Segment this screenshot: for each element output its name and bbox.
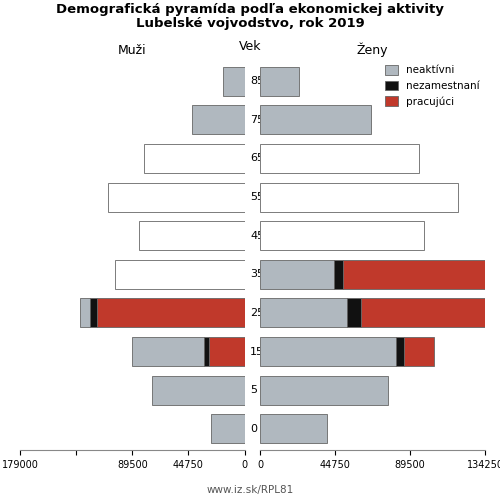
Bar: [260, 260, 334, 289]
Text: 25: 25: [250, 308, 264, 318]
Bar: [260, 298, 348, 328]
Bar: [96, 298, 244, 328]
Text: 15: 15: [250, 346, 264, 356]
Bar: [211, 414, 244, 443]
Text: 55: 55: [250, 192, 264, 202]
Bar: [348, 298, 361, 328]
Title: Muži: Muži: [118, 44, 146, 58]
Bar: [116, 260, 244, 289]
Text: Vek: Vek: [239, 40, 261, 52]
Text: 65: 65: [250, 154, 264, 164]
Text: 5: 5: [250, 385, 257, 395]
Bar: [260, 144, 420, 173]
Text: 85: 85: [250, 76, 264, 86]
Bar: [144, 144, 244, 173]
Text: 35: 35: [250, 270, 264, 280]
Legend: neaktívni, nezamestnaní, pracujúci: neaktívni, nezamestnaní, pracujúci: [386, 65, 480, 106]
Bar: [260, 376, 388, 404]
Text: www.iz.sk/RPL81: www.iz.sk/RPL81: [206, 485, 294, 495]
Text: 0: 0: [250, 424, 257, 434]
Text: Lubelské vojvodstvo, rok 2019: Lubelské vojvodstvo, rok 2019: [136, 18, 364, 30]
Bar: [343, 260, 490, 289]
Bar: [334, 260, 343, 289]
Bar: [260, 106, 371, 134]
Title: Ženy: Ženy: [357, 43, 388, 58]
Bar: [108, 182, 244, 212]
Bar: [260, 67, 299, 96]
Bar: [260, 182, 458, 212]
Bar: [260, 221, 424, 250]
Bar: [396, 337, 404, 366]
Bar: [260, 414, 328, 443]
Bar: [139, 221, 244, 250]
Text: Demografická pyramída podľa ekonomickej aktivity: Demografická pyramída podľa ekonomickej …: [56, 2, 444, 16]
Bar: [80, 298, 90, 328]
Bar: [361, 298, 494, 328]
Bar: [204, 337, 210, 366]
Bar: [90, 298, 96, 328]
Text: 75: 75: [250, 115, 264, 125]
Text: 45: 45: [250, 230, 264, 240]
Bar: [210, 337, 244, 366]
Bar: [224, 67, 244, 96]
Bar: [132, 337, 204, 366]
Bar: [260, 337, 396, 366]
Bar: [192, 106, 244, 134]
Bar: [404, 337, 434, 366]
Bar: [152, 376, 244, 404]
